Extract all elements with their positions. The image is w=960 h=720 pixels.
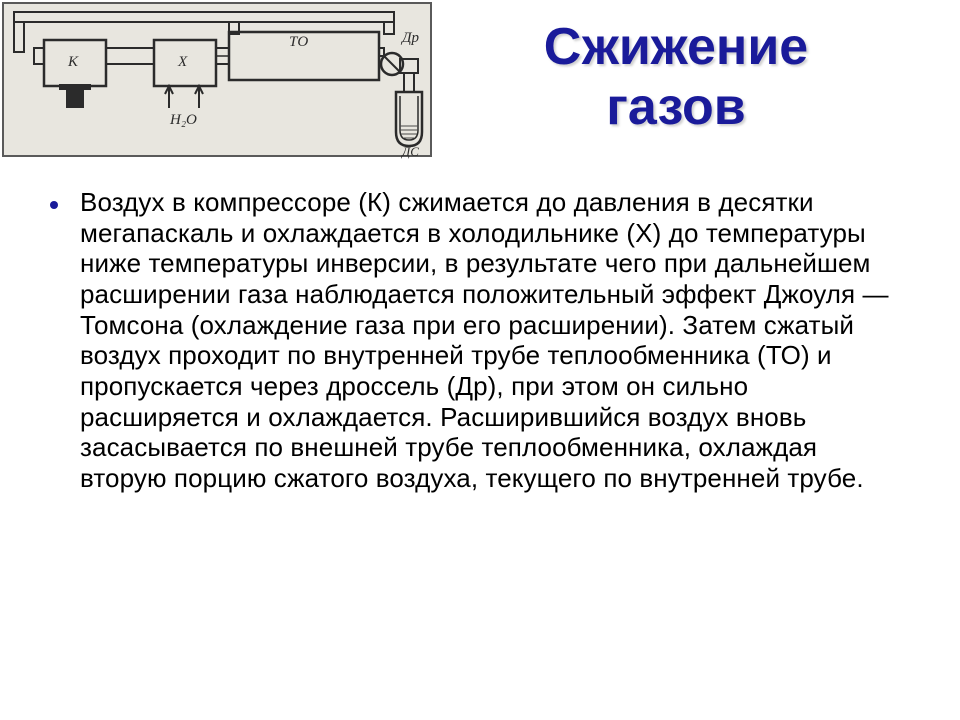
liquefaction-diagram: К Х ТО Др Н₂О ДС <box>2 2 432 157</box>
bullet-row: Воздух в компрессоре (К) сжимается до да… <box>50 187 900 494</box>
title-line-2: газов <box>606 78 746 136</box>
slide-title: Сжижение газов <box>432 18 920 138</box>
title-block: Сжижение газов <box>432 0 960 138</box>
slide: К Х ТО Др Н₂О ДС Сжижение газов Воздух в… <box>0 0 960 720</box>
title-line-1: Сжижение <box>544 18 808 76</box>
diagram-label-ds: ДС <box>402 144 419 160</box>
diagram-label-h2o: Н₂О <box>170 112 197 129</box>
diagram-label-k: К <box>68 54 78 71</box>
body-area: Воздух в компрессоре (К) сжимается до да… <box>0 157 960 494</box>
top-row: К Х ТО Др Н₂О ДС Сжижение газов <box>0 0 960 157</box>
diagram-label-to: ТО <box>289 34 308 51</box>
bullet-icon <box>50 201 58 209</box>
diagram-label-x: Х <box>178 54 187 71</box>
diagram-label-dr: Др <box>402 30 419 47</box>
body-paragraph: Воздух в компрессоре (К) сжимается до да… <box>80 187 900 494</box>
